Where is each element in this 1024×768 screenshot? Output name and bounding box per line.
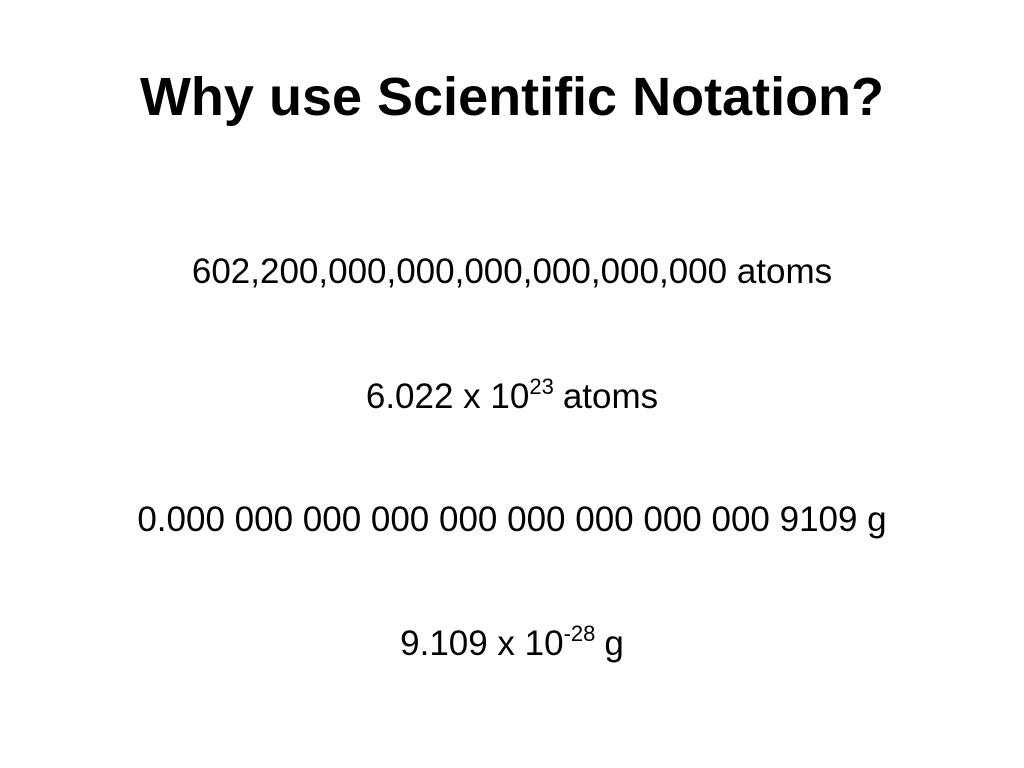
text-line: 602,200,000,000,000,000,000,000 atoms xyxy=(191,252,833,291)
text-line: 6.022 x 1023 atoms xyxy=(0,374,1024,423)
text-line: 9.109 x 10-28 g xyxy=(0,621,1024,670)
unit: atoms xyxy=(562,377,659,416)
base: 9.109 x 10 xyxy=(400,624,564,663)
slide-title: Why use Scientific Notation? xyxy=(139,67,885,127)
unit: g xyxy=(604,624,624,663)
exponent: -28 xyxy=(563,621,596,646)
base: 6.022 x 10 xyxy=(365,377,530,416)
text-line: 0.000 000 000 000 000 000 000 000 000 91… xyxy=(137,500,887,539)
exponent: 23 xyxy=(529,374,554,399)
